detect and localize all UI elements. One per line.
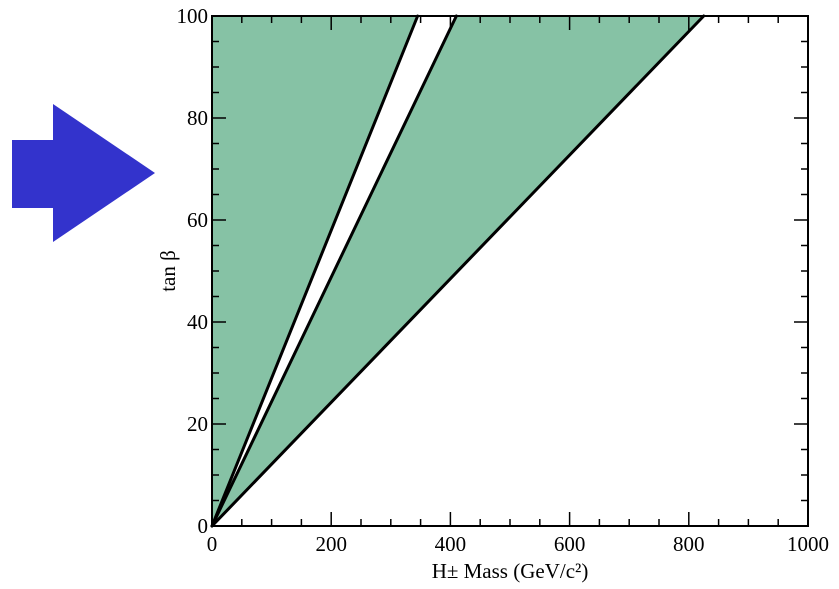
y-tick-label: 60 (187, 208, 208, 232)
right-arrow-icon (12, 104, 155, 242)
y-tick-label: 0 (198, 514, 209, 538)
plot-frame (211, 15, 809, 527)
y-tick-label: 40 (187, 310, 208, 334)
y-tick-labels: 0 20 40 60 80 100 (177, 4, 209, 538)
x-tick-label: 800 (673, 532, 705, 556)
x-tick-label: 1000 (787, 532, 829, 556)
y-tick-label: 20 (187, 412, 208, 436)
x-tick-label: 600 (554, 532, 586, 556)
x-tick-labels: 0 200 400 600 800 1000 (207, 532, 829, 556)
x-axis-label: H± Mass (GeV/c²) (432, 559, 589, 583)
x-tick-label: 400 (435, 532, 467, 556)
boundary-line-2 (210, 14, 458, 528)
boundary-line-3 (210, 14, 706, 528)
y-tick-label: 100 (177, 4, 209, 28)
y-tick-label: 80 (187, 106, 208, 130)
x-tick-label: 0 (207, 532, 218, 556)
boundary-lines (210, 14, 706, 528)
boundary-line-1 (210, 14, 420, 528)
y-axis-label: tan β (156, 250, 180, 292)
x-tick-label: 200 (315, 532, 347, 556)
